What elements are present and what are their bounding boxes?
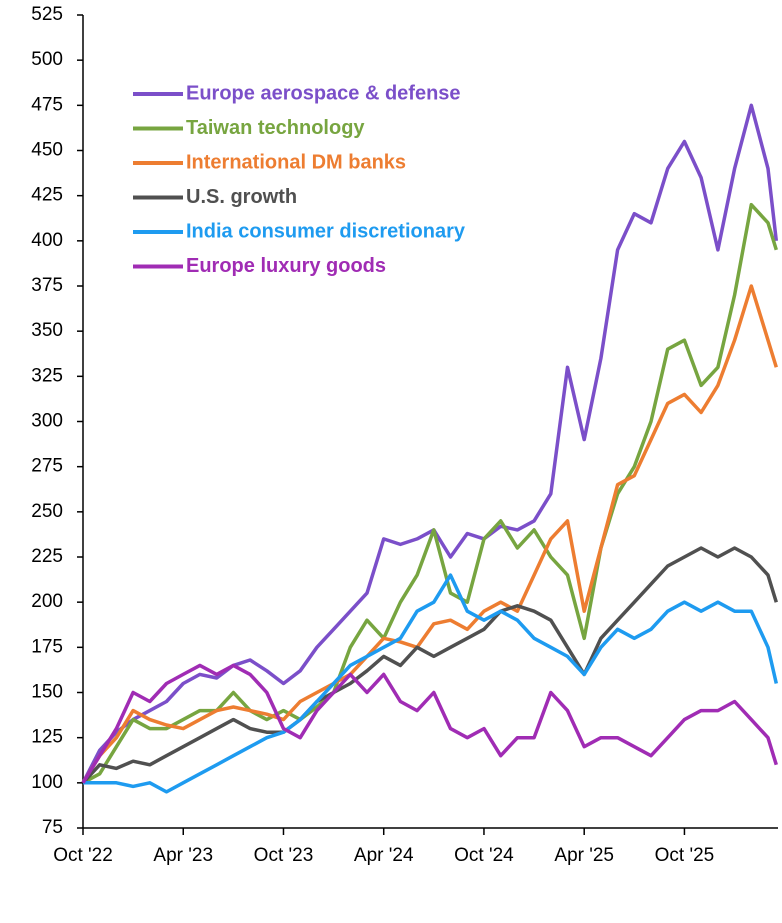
y-tick-label: 225 xyxy=(31,546,63,567)
legend-label: U.S. growth xyxy=(186,186,297,208)
series-line xyxy=(83,573,779,794)
y-tick-label: 250 xyxy=(31,501,63,522)
legend-label: International DM banks xyxy=(186,151,406,173)
x-tick-label: Apr '23 xyxy=(153,845,213,866)
y-tick-label: 300 xyxy=(31,411,63,432)
series-line xyxy=(81,663,778,784)
legend-label: Europe aerospace & defense xyxy=(186,82,461,104)
y-tick-label: 275 xyxy=(31,456,63,477)
legend-label: Taiwan technology xyxy=(186,117,365,139)
series-line xyxy=(81,546,778,784)
y-tick-label: 475 xyxy=(31,94,63,115)
y-tick-label: 425 xyxy=(31,185,63,206)
x-tick-label: Apr '24 xyxy=(354,845,414,866)
y-tick-label: 100 xyxy=(31,772,63,793)
x-tick-label: Oct '23 xyxy=(254,845,314,866)
x-tick-label: Oct '22 xyxy=(53,845,113,866)
y-tick-label: 75 xyxy=(42,817,63,838)
y-tick-label: 450 xyxy=(31,140,63,161)
y-tick-label: 500 xyxy=(31,49,63,70)
y-tick-label: 175 xyxy=(31,636,63,657)
legend-label: Europe luxury goods xyxy=(186,255,386,277)
y-tick-label: 350 xyxy=(31,320,63,341)
series-line xyxy=(81,284,778,784)
y-tick-label: 375 xyxy=(31,275,63,296)
y-tick-label: 325 xyxy=(31,365,63,386)
x-tick-label: Oct '25 xyxy=(655,845,715,866)
y-tick-label: 125 xyxy=(31,727,63,748)
x-tick-label: Apr '25 xyxy=(554,845,614,866)
series-line xyxy=(82,202,778,785)
x-tick-label: Oct '24 xyxy=(454,845,514,866)
y-tick-label: 400 xyxy=(31,230,63,251)
y-tick-label: 150 xyxy=(31,682,63,703)
legend-label: India consumer discretionary xyxy=(186,220,466,242)
y-tick-label: 525 xyxy=(31,4,63,25)
y-tick-label: 200 xyxy=(31,591,63,612)
